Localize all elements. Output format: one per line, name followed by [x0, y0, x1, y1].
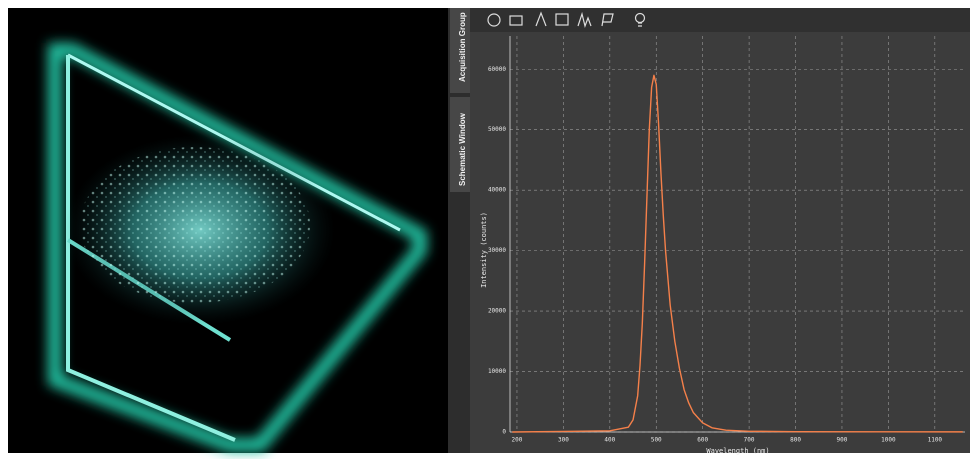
y-tick-label: 20000 — [488, 308, 506, 315]
tab-label: Schematic Window — [458, 112, 467, 186]
y-tick-label: 0 — [502, 429, 506, 436]
photo — [8, 8, 448, 453]
tab-label: Acquisition Group — [458, 12, 467, 82]
x-axis-label: Wavelength (nm) — [706, 447, 769, 455]
y-axis-label: Intensity (counts) — [480, 212, 488, 288]
x-tick-label: 700 — [744, 437, 755, 444]
y-tick-label: 10000 — [488, 368, 506, 375]
x-tick-label: 600 — [697, 437, 708, 444]
y-tick-label: 60000 — [488, 66, 506, 73]
x-tick-label: 1000 — [881, 437, 896, 444]
plot-background — [470, 32, 970, 453]
x-tick-label: 900 — [837, 437, 848, 444]
x-tick-label: 200 — [512, 437, 523, 444]
x-tick-label: 1100 — [928, 437, 943, 444]
y-tick-label: 30000 — [488, 247, 506, 254]
screenshot: Acquisition Group Schematic Window Wavel… — [0, 0, 972, 459]
toolbar — [470, 8, 970, 32]
x-tick-label: 400 — [604, 437, 615, 444]
x-tick-label: 300 — [558, 437, 569, 444]
y-tick-label: 50000 — [488, 126, 506, 133]
y-tick-label: 40000 — [488, 187, 506, 194]
x-tick-label: 800 — [790, 437, 801, 444]
x-tick-label: 500 — [651, 437, 662, 444]
